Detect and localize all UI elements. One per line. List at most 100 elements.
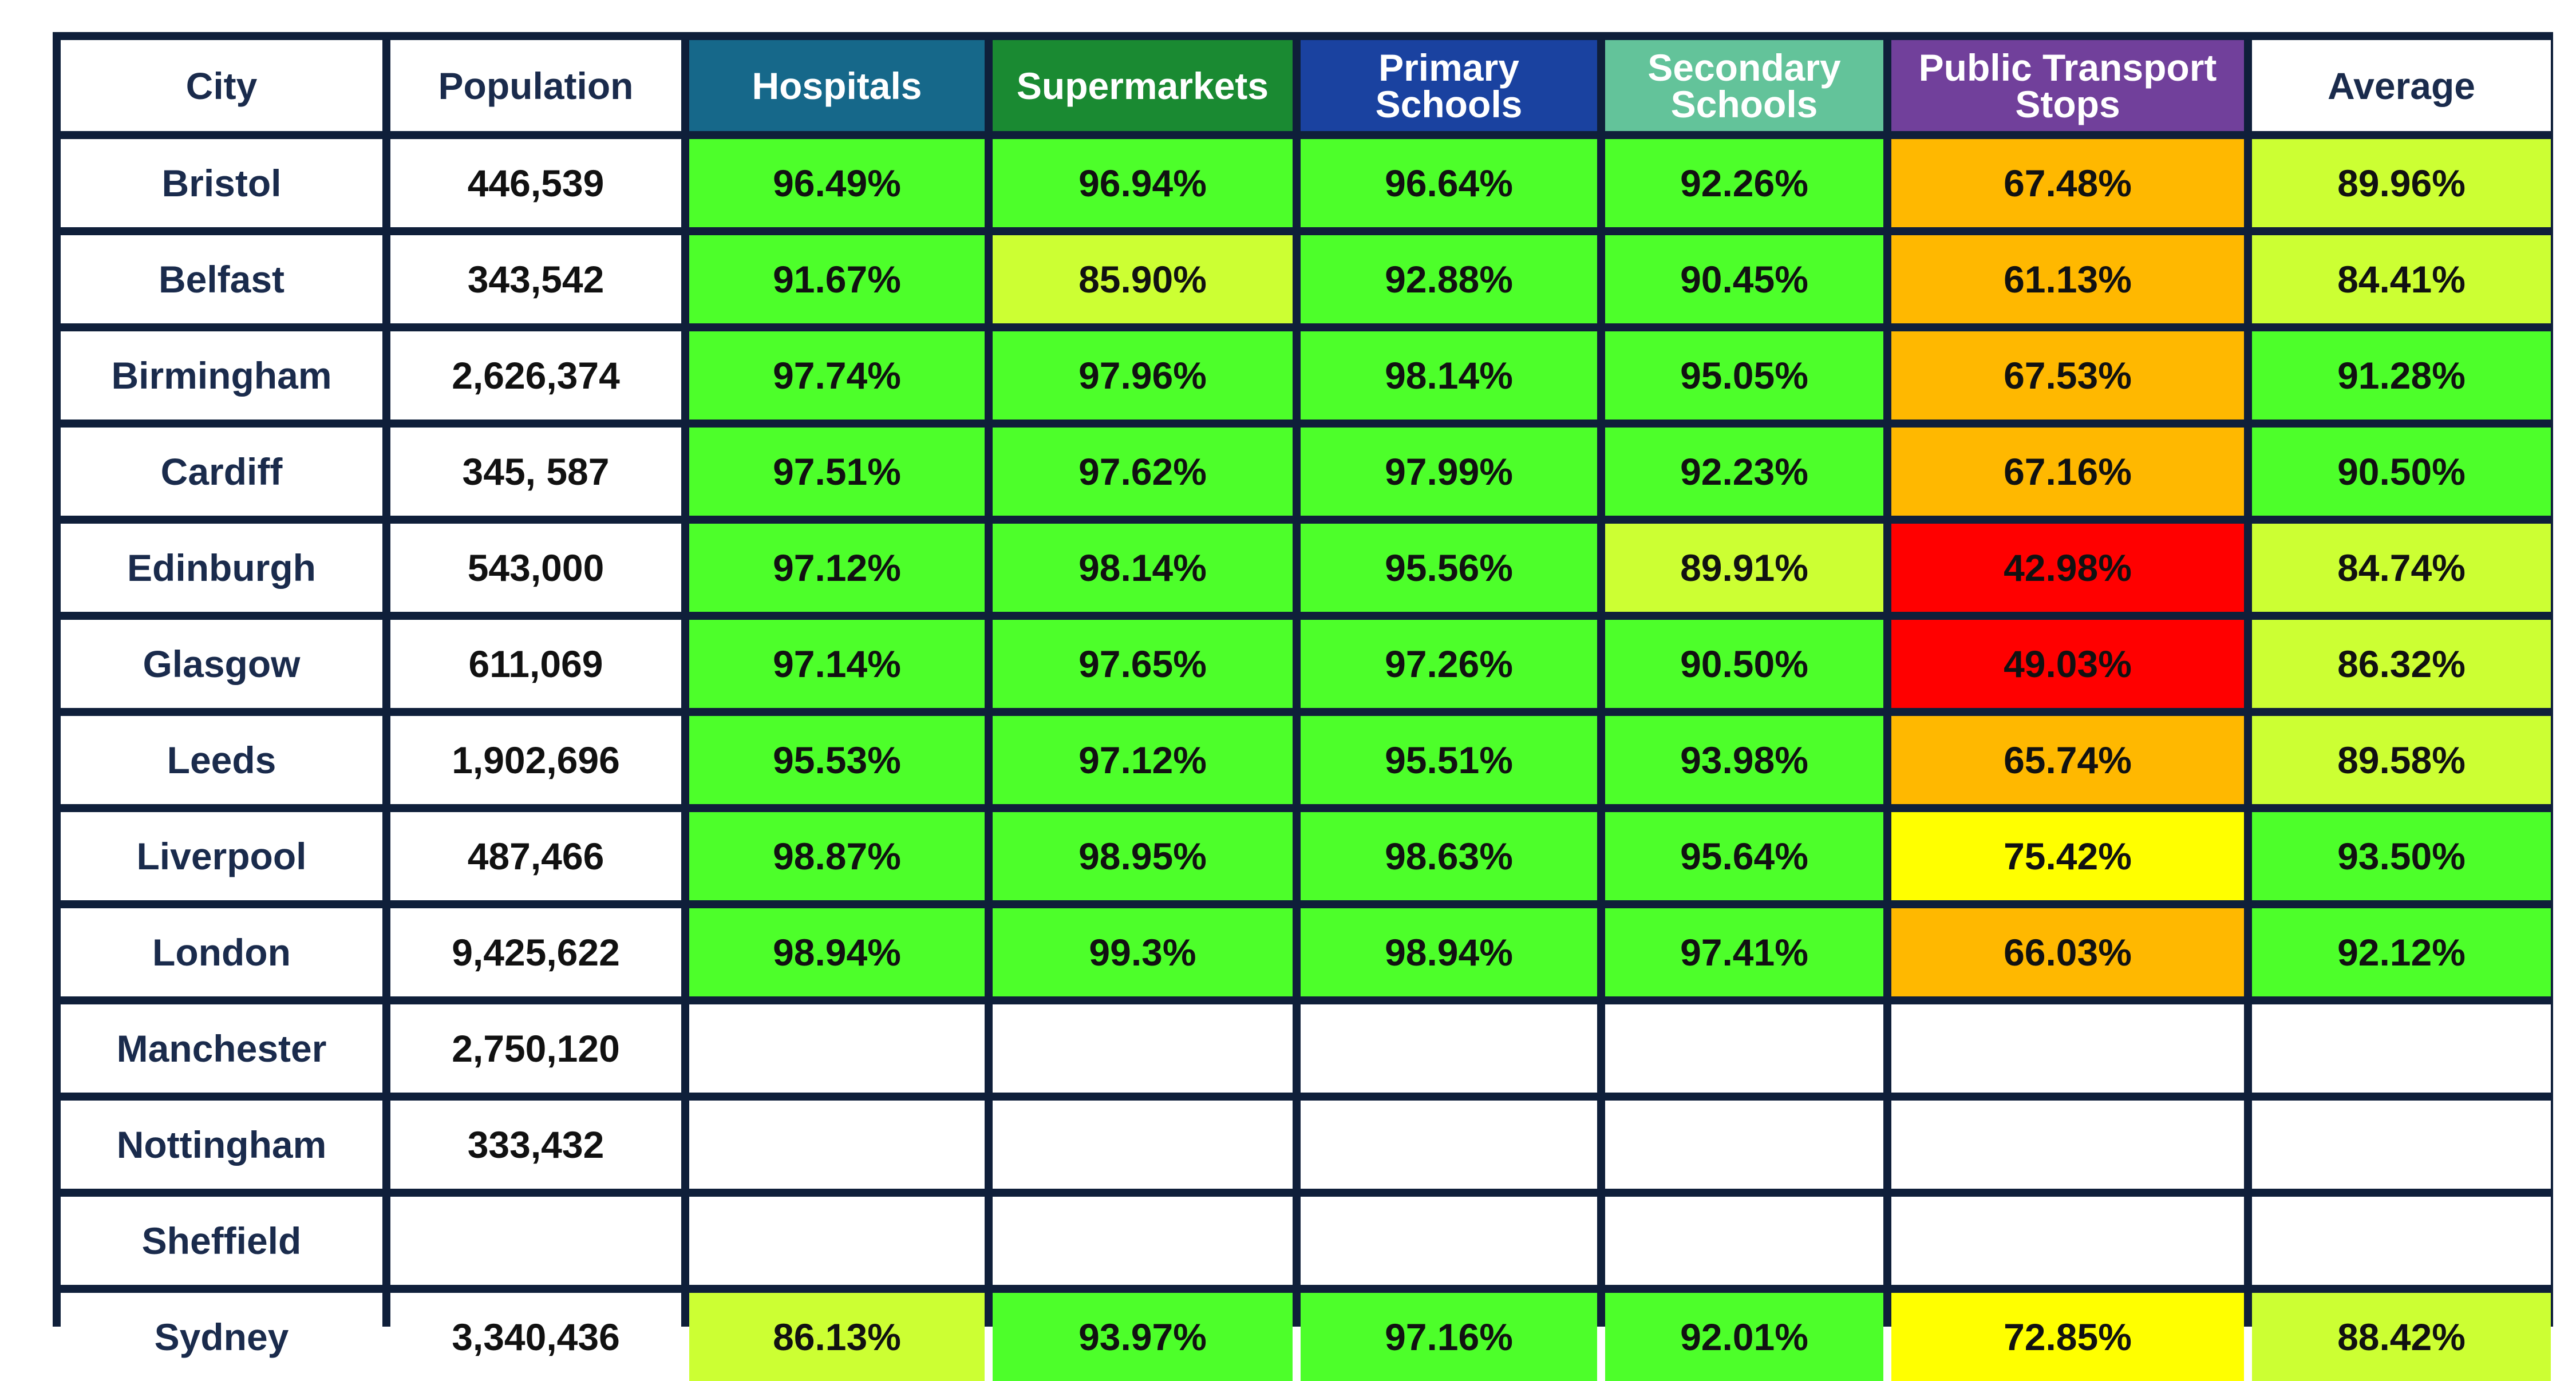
value-cell-secondary-schools: 95.05% bbox=[1605, 331, 1883, 420]
value-cell-primary-schools: 97.16% bbox=[1301, 1293, 1597, 1381]
city-cell: London bbox=[61, 908, 382, 996]
value-cell-average: 92.12% bbox=[2252, 908, 2551, 996]
value-cell-secondary-schools: 92.01% bbox=[1605, 1293, 1883, 1381]
value-cell-secondary-schools: 97.41% bbox=[1605, 908, 1883, 996]
value-cell-supermarkets: 97.96% bbox=[993, 331, 1293, 420]
value-cell-secondary-schools: 89.91% bbox=[1605, 524, 1883, 612]
value-cell-primary-schools: 95.56% bbox=[1301, 524, 1597, 612]
value-cell-public-transport-stops: 42.98% bbox=[1891, 524, 2244, 612]
population-cell: 3,340,436 bbox=[390, 1293, 681, 1381]
value-cell-primary-schools: 98.14% bbox=[1301, 331, 1597, 420]
value-cell-hospitals: 98.87% bbox=[689, 812, 985, 900]
value-cell-hospitals: 95.53% bbox=[689, 716, 985, 804]
value-cell-public-transport-stops bbox=[1891, 1101, 2244, 1189]
value-cell-supermarkets: 96.94% bbox=[993, 139, 1293, 227]
value-cell-average: 89.96% bbox=[2252, 139, 2551, 227]
value-cell-primary-schools bbox=[1301, 1101, 1597, 1189]
value-cell-average: 88.42% bbox=[2252, 1293, 2551, 1381]
value-cell-supermarkets bbox=[993, 1101, 1293, 1189]
population-cell: 343,542 bbox=[390, 235, 681, 323]
header-primary-schools: Primary Schools bbox=[1301, 40, 1597, 131]
population-cell: 446,539 bbox=[390, 139, 681, 227]
value-cell-supermarkets: 93.97% bbox=[993, 1293, 1293, 1381]
value-cell-average bbox=[2252, 1004, 2551, 1093]
value-cell-average bbox=[2252, 1101, 2551, 1189]
value-cell-supermarkets bbox=[993, 1004, 1293, 1093]
value-cell-public-transport-stops bbox=[1891, 1004, 2244, 1093]
value-cell-hospitals: 86.13% bbox=[689, 1293, 985, 1381]
population-cell: 611,069 bbox=[390, 620, 681, 708]
city-cell: Edinburgh bbox=[61, 524, 382, 612]
value-cell-hospitals: 97.14% bbox=[689, 620, 985, 708]
value-cell-public-transport-stops: 49.03% bbox=[1891, 620, 2244, 708]
value-cell-average: 93.50% bbox=[2252, 812, 2551, 900]
value-cell-supermarkets: 99.3% bbox=[993, 908, 1293, 996]
value-cell-hospitals: 97.51% bbox=[689, 428, 985, 516]
value-cell-hospitals: 98.94% bbox=[689, 908, 985, 996]
value-cell-hospitals bbox=[689, 1004, 985, 1093]
city-cell: Cardiff bbox=[61, 428, 382, 516]
population-cell: 487,466 bbox=[390, 812, 681, 900]
value-cell-secondary-schools bbox=[1605, 1197, 1883, 1285]
city-cell: Leeds bbox=[61, 716, 382, 804]
population-cell: 9,425,622 bbox=[390, 908, 681, 996]
data-table: City Population Hospitals Supermarkets Prima… bbox=[53, 32, 2553, 1381]
value-cell-average: 90.50% bbox=[2252, 428, 2551, 516]
value-cell-secondary-schools: 93.98% bbox=[1605, 716, 1883, 804]
value-cell-secondary-schools bbox=[1605, 1101, 1883, 1189]
value-cell-public-transport-stops: 65.74% bbox=[1891, 716, 2244, 804]
header-average: Average bbox=[2252, 40, 2551, 131]
value-cell-hospitals bbox=[689, 1101, 985, 1189]
value-cell-secondary-schools: 90.50% bbox=[1605, 620, 1883, 708]
population-cell: 2,750,120 bbox=[390, 1004, 681, 1093]
value-cell-public-transport-stops: 66.03% bbox=[1891, 908, 2244, 996]
value-cell-hospitals: 97.74% bbox=[689, 331, 985, 420]
header-population: Population bbox=[390, 40, 681, 131]
value-cell-primary-schools bbox=[1301, 1004, 1597, 1093]
value-cell-primary-schools: 97.99% bbox=[1301, 428, 1597, 516]
population-cell: 543,000 bbox=[390, 524, 681, 612]
value-cell-secondary-schools: 95.64% bbox=[1605, 812, 1883, 900]
value-cell-hospitals: 96.49% bbox=[689, 139, 985, 227]
population-cell bbox=[390, 1197, 681, 1285]
value-cell-public-transport-stops: 67.53% bbox=[1891, 331, 2244, 420]
value-cell-supermarkets: 98.95% bbox=[993, 812, 1293, 900]
value-cell-primary-schools: 92.88% bbox=[1301, 235, 1597, 323]
value-cell-public-transport-stops: 75.42% bbox=[1891, 812, 2244, 900]
value-cell-average bbox=[2252, 1197, 2551, 1285]
header-city: City bbox=[61, 40, 382, 131]
city-cell: Birmingham bbox=[61, 331, 382, 420]
value-cell-public-transport-stops: 61.13% bbox=[1891, 235, 2244, 323]
value-cell-supermarkets: 98.14% bbox=[993, 524, 1293, 612]
value-cell-primary-schools: 98.63% bbox=[1301, 812, 1597, 900]
header-public-transport-stops: Public Transport Stops bbox=[1891, 40, 2244, 131]
value-cell-public-transport-stops: 72.85% bbox=[1891, 1293, 2244, 1381]
value-cell-average: 89.58% bbox=[2252, 716, 2551, 804]
value-cell-average: 84.41% bbox=[2252, 235, 2551, 323]
city-cell: Nottingham bbox=[61, 1101, 382, 1189]
city-cell: Sheffield bbox=[61, 1197, 382, 1285]
population-cell: 1,902,696 bbox=[390, 716, 681, 804]
value-cell-primary-schools: 97.26% bbox=[1301, 620, 1597, 708]
population-cell: 333,432 bbox=[390, 1101, 681, 1189]
population-cell: 2,626,374 bbox=[390, 331, 681, 420]
value-cell-supermarkets bbox=[993, 1197, 1293, 1285]
value-cell-secondary-schools: 92.26% bbox=[1605, 139, 1883, 227]
value-cell-primary-schools bbox=[1301, 1197, 1597, 1285]
value-cell-primary-schools: 96.64% bbox=[1301, 139, 1597, 227]
city-cell: Manchester bbox=[61, 1004, 382, 1093]
header-secondary-schools: Secondary Schools bbox=[1605, 40, 1883, 131]
value-cell-primary-schools: 95.51% bbox=[1301, 716, 1597, 804]
value-cell-public-transport-stops: 67.16% bbox=[1891, 428, 2244, 516]
header-supermarkets: Supermarkets bbox=[993, 40, 1293, 131]
city-cell: Sydney bbox=[61, 1293, 382, 1381]
value-cell-secondary-schools: 90.45% bbox=[1605, 235, 1883, 323]
population-cell: 345, 587 bbox=[390, 428, 681, 516]
value-cell-supermarkets: 97.62% bbox=[993, 428, 1293, 516]
value-cell-public-transport-stops: 67.48% bbox=[1891, 139, 2244, 227]
value-cell-average: 91.28% bbox=[2252, 331, 2551, 420]
value-cell-hospitals bbox=[689, 1197, 985, 1285]
value-cell-hospitals: 91.67% bbox=[689, 235, 985, 323]
value-cell-supermarkets: 97.65% bbox=[993, 620, 1293, 708]
city-cell: Bristol bbox=[61, 139, 382, 227]
